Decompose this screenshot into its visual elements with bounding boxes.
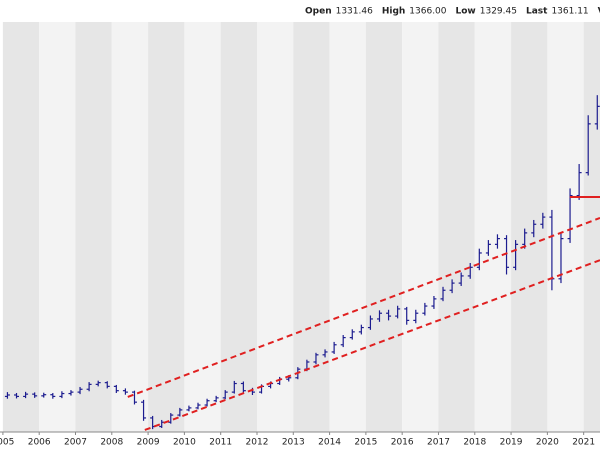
year-band (2, 22, 40, 432)
year-band (438, 22, 475, 432)
x-tick-label: 2007 (64, 438, 87, 448)
x-tick-label: 2013 (282, 438, 305, 448)
x-tick-label: 2005 (0, 438, 14, 448)
year-band (184, 22, 221, 432)
quote-label: High (382, 7, 405, 17)
quote-value: 1331.46 (336, 7, 373, 17)
year-band (365, 22, 403, 432)
year-band (402, 22, 439, 432)
year-band (148, 22, 185, 432)
year-band (511, 22, 548, 432)
quote-value: 1366.00 (409, 7, 446, 17)
year-band (220, 22, 257, 432)
x-tick-label: 2015 (354, 438, 377, 448)
quote-label: Open (305, 7, 332, 17)
year-band (39, 22, 76, 432)
quote-label: Low (456, 7, 476, 17)
x-tick-label: 2010 (173, 438, 196, 448)
quote-value: 1329.45 (480, 7, 517, 17)
year-band (583, 22, 600, 432)
x-tick-label: 2011 (209, 438, 232, 448)
year-band (111, 22, 149, 432)
quote-value: 1361.11 (551, 7, 588, 17)
quote-label: Volume (598, 7, 600, 17)
x-tick-label: 2018 (463, 438, 486, 448)
x-tick-label: 2017 (427, 438, 450, 448)
x-tick-label: 2006 (28, 438, 51, 448)
year-band (329, 22, 366, 432)
x-tick-label: 2008 (100, 438, 123, 448)
x-tick-label: 2012 (246, 438, 269, 448)
x-tick-label: 2021 (572, 438, 595, 448)
year-band (293, 22, 330, 432)
x-tick-label: 2019 (500, 438, 523, 448)
year-band (256, 22, 294, 432)
year-band (75, 22, 112, 432)
x-tick-label: 2016 (391, 438, 414, 448)
x-tick-label: 2009 (137, 438, 160, 448)
trend-line (144, 259, 600, 431)
year-band (474, 22, 512, 432)
x-tick-label: 2014 (318, 438, 341, 448)
trend-line (127, 217, 600, 398)
quote-label: Last (526, 7, 548, 17)
x-tick-label: 2020 (536, 438, 559, 448)
